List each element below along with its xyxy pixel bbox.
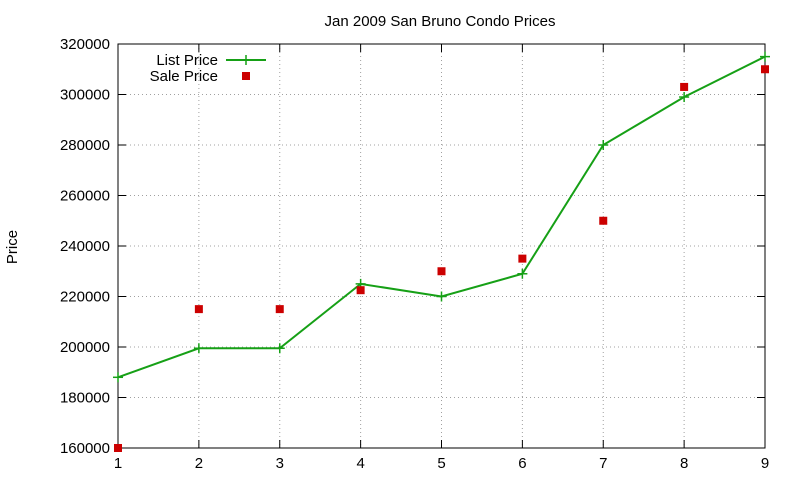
sale-price-point — [599, 216, 608, 225]
y-tick-label: 240000 — [60, 238, 110, 255]
list-price-point — [760, 51, 770, 62]
list-price-point — [517, 268, 528, 279]
legend-square-marker — [242, 72, 250, 80]
sale-price-point — [518, 254, 527, 263]
sale-price-point — [194, 305, 203, 314]
x-tick-label: 2 — [195, 455, 203, 472]
y-tick-label: 280000 — [60, 137, 110, 154]
x-tick-label: 1 — [114, 455, 122, 472]
sale-price-point — [275, 305, 284, 314]
series-layer — [113, 51, 770, 452]
list-price-point — [113, 372, 123, 383]
series-list-price — [113, 51, 770, 383]
list-price-point — [598, 140, 609, 150]
list-price-point — [193, 343, 204, 354]
y-axis-label: Price — [4, 230, 21, 264]
y-tick-label: 180000 — [60, 390, 110, 407]
legend-plus-marker — [241, 55, 251, 65]
x-tick-label: 3 — [276, 455, 284, 472]
grid-lines — [118, 44, 765, 448]
sale-price-point — [680, 82, 689, 91]
x-tick-label: 5 — [437, 455, 445, 472]
sale-price-point — [356, 286, 365, 295]
y-tick-label: 200000 — [60, 339, 110, 356]
legend-label: Sale Price — [150, 68, 218, 85]
y-tick-label: 160000 — [60, 440, 110, 457]
x-tick-label: 6 — [518, 455, 526, 472]
x-tick-label: 7 — [599, 455, 607, 472]
list-price-point — [679, 92, 690, 103]
axis-ticks: 160000 180000 200000 220000 240000 260000 2800… — [60, 36, 769, 472]
y-tick-label: 220000 — [60, 289, 110, 306]
x-tick-label: 8 — [680, 455, 688, 472]
series-sale-price — [114, 65, 769, 452]
chart-title: Jan 2009 San Bruno Condo Prices — [325, 13, 556, 30]
y-tick-label: 260000 — [60, 188, 110, 205]
y-tick-label: 300000 — [60, 87, 110, 104]
x-tick-label: 4 — [356, 455, 364, 472]
list-price-point — [274, 343, 285, 354]
sale-price-point — [114, 444, 122, 452]
sale-price-point — [761, 65, 769, 74]
x-tick-label: 9 — [761, 455, 769, 472]
list-price-point — [436, 291, 447, 302]
legend-label: List Price — [156, 52, 218, 69]
sale-price-point — [437, 267, 446, 276]
y-tick-label: 320000 — [60, 36, 110, 53]
